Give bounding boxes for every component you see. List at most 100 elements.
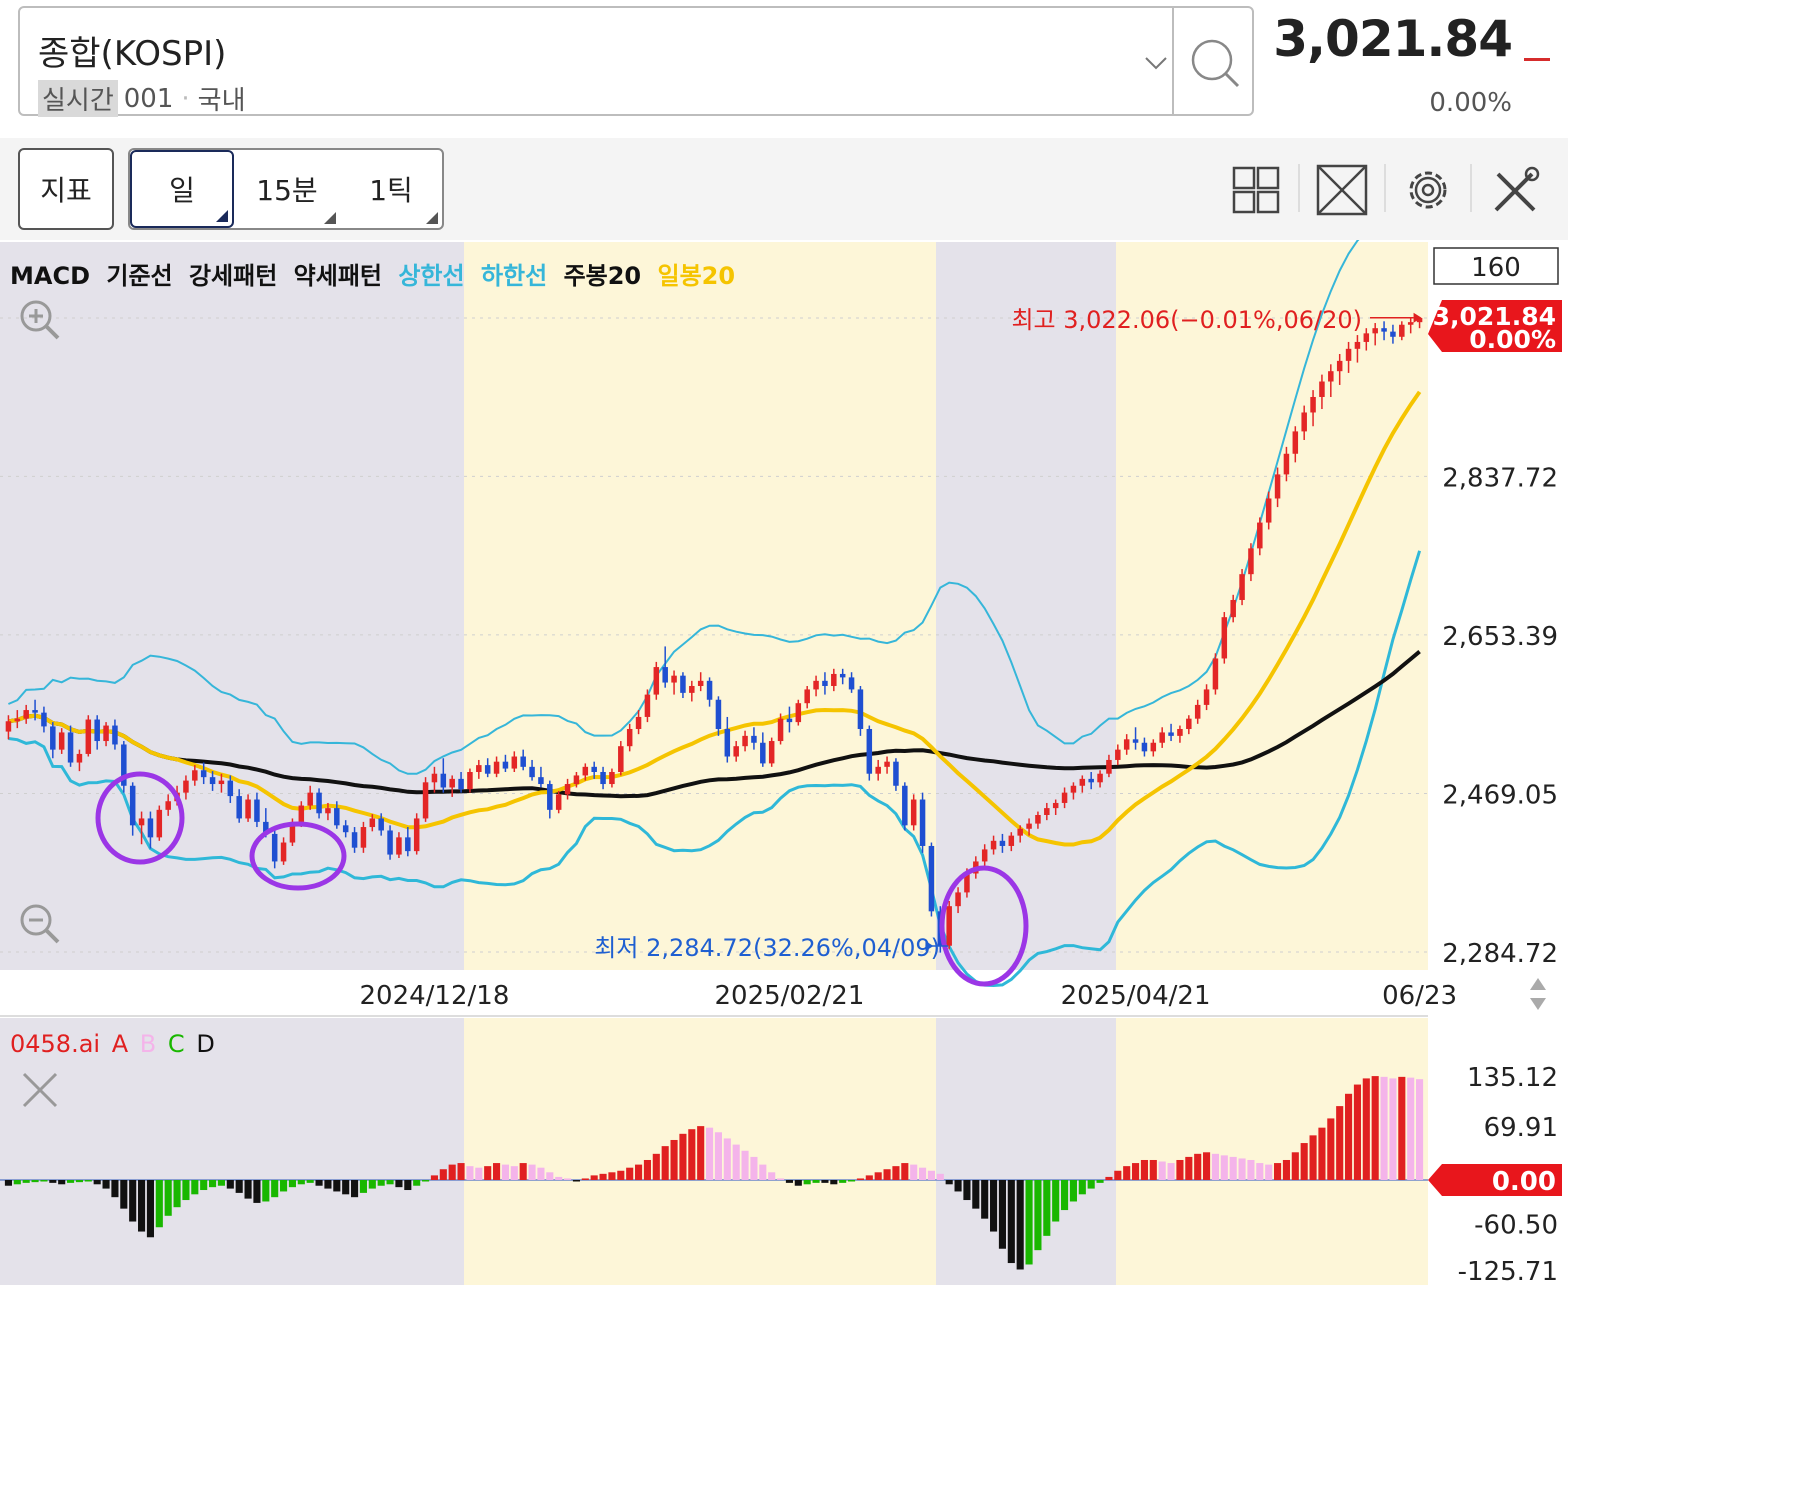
- symbol-name: 종합(KOSPI): [38, 34, 227, 74]
- x-tick-label: 2025/04/21: [1061, 981, 1211, 1011]
- histogram-bar: [138, 1180, 146, 1232]
- sub-y-tick-label: -125.71: [1458, 1257, 1558, 1285]
- chart-area[interactable]: 최고 3,022.06(−0.01%,06/20) 최저 2,284.72(32.…: [0, 240, 1568, 1285]
- candle: [369, 814, 376, 832]
- histogram-bar: [262, 1180, 270, 1202]
- histogram-bar: [599, 1173, 607, 1180]
- histogram-bar: [1043, 1180, 1051, 1236]
- legend-upper-band[interactable]: 상한선: [398, 262, 465, 290]
- chart-bg-period: [1116, 242, 1428, 970]
- histogram-bar: [1016, 1180, 1024, 1270]
- candle: [67, 725, 74, 767]
- realtime-badge: 실시간: [38, 80, 118, 117]
- histogram-bar: [93, 1180, 101, 1185]
- candle: [520, 749, 526, 771]
- timeframe-day[interactable]: 일: [130, 150, 234, 228]
- zoom-in-button[interactable]: [16, 296, 64, 344]
- candle-body: [1052, 802, 1059, 809]
- timeframe-15min[interactable]: 15분: [234, 150, 340, 228]
- legend-lower-band[interactable]: 하한선: [480, 262, 548, 290]
- indicator-button[interactable]: 지표: [18, 148, 114, 230]
- toolbar-divider: [1470, 164, 1472, 212]
- settings-button[interactable]: [1398, 160, 1458, 220]
- legend-macd[interactable]: MACD: [10, 262, 90, 290]
- histogram-bar: [537, 1167, 545, 1180]
- candle: [1186, 715, 1192, 735]
- candle-body: [1363, 333, 1370, 342]
- candle-body: [23, 710, 29, 719]
- histogram-bar: [768, 1172, 776, 1180]
- histogram-bar: [1123, 1166, 1131, 1180]
- candle-body: [112, 725, 118, 745]
- sub-legend-d[interactable]: D: [196, 1030, 215, 1058]
- histogram-bar: [306, 1180, 314, 1183]
- legend-bull-pattern[interactable]: 강세패턴: [188, 262, 278, 290]
- histogram-bar: [1247, 1159, 1255, 1180]
- zoom-out-button[interactable]: [16, 900, 64, 948]
- candle-body: [405, 837, 411, 852]
- legend-baseline[interactable]: 기준선: [106, 262, 173, 290]
- sub-legend-name[interactable]: 0458.ai: [10, 1030, 101, 1058]
- candle: [23, 704, 29, 724]
- candle-body: [1310, 396, 1316, 413]
- histogram-bar: [1265, 1164, 1273, 1180]
- candle-body: [768, 741, 775, 764]
- histogram-bar: [1256, 1163, 1264, 1180]
- tools-button[interactable]: [1486, 160, 1546, 220]
- histogram-bar: [244, 1180, 252, 1199]
- candle: [733, 741, 739, 762]
- close-indicator-button[interactable]: [16, 1066, 64, 1114]
- sub-legend-a[interactable]: A: [111, 1030, 129, 1058]
- low-annotation-label: 최저 2,284.72(32.26%,04/09): [594, 934, 940, 962]
- zoom-out-icon: [20, 904, 60, 944]
- candle: [538, 766, 544, 788]
- histogram-bar: [679, 1133, 687, 1180]
- candle: [511, 751, 518, 772]
- sub-legend-b[interactable]: B: [139, 1030, 157, 1058]
- histogram-bar: [40, 1180, 48, 1182]
- candle: [1159, 727, 1165, 748]
- candle-body: [76, 753, 83, 763]
- sep-dot: ·: [181, 83, 190, 114]
- histogram-bar: [4, 1180, 12, 1186]
- histogram-bar: [1025, 1180, 1033, 1265]
- candle: [777, 713, 784, 745]
- histogram-bar: [510, 1166, 518, 1180]
- candle-body: [183, 780, 189, 793]
- search-button[interactable]: [1172, 8, 1256, 114]
- candle: [476, 759, 482, 779]
- histogram-bar: [1078, 1180, 1086, 1195]
- histogram-bar: [528, 1164, 536, 1180]
- legend-bear-pattern[interactable]: 약세패턴: [293, 262, 382, 290]
- candle-body: [955, 892, 961, 907]
- candle: [360, 821, 367, 853]
- candle-body: [1159, 732, 1165, 743]
- histogram-bar: [883, 1169, 891, 1180]
- histogram-bar: [1398, 1076, 1406, 1180]
- histogram-bar: [1149, 1159, 1157, 1180]
- candle: [644, 689, 651, 723]
- candle: [715, 696, 722, 736]
- candle: [1319, 374, 1325, 410]
- timeframe-1tick[interactable]: 1틱: [340, 150, 442, 228]
- histogram-bar: [1211, 1153, 1219, 1180]
- sub-legend-c[interactable]: C: [167, 1030, 185, 1058]
- candle-body: [822, 680, 828, 686]
- histogram-bar: [1371, 1076, 1379, 1180]
- symbol-search-box[interactable]: 종합(KOSPI) 실시간 001 · 국내: [18, 6, 1256, 117]
- legend-weekly20[interactable]: 주봉20: [563, 262, 642, 290]
- candle: [1088, 771, 1094, 790]
- fullscreen-button[interactable]: [1312, 160, 1372, 220]
- candle-body: [573, 775, 580, 785]
- candle-body: [396, 837, 402, 855]
- candle: [813, 675, 819, 697]
- candle: [405, 827, 411, 857]
- candle: [1168, 723, 1174, 742]
- legend-daily20[interactable]: 일봉20: [657, 262, 736, 290]
- candle: [848, 672, 855, 693]
- candle: [1212, 653, 1219, 695]
- candle-body: [538, 777, 544, 785]
- layout-button[interactable]: [1226, 160, 1286, 220]
- candle-body: [635, 716, 642, 729]
- symbol-dropdown-button[interactable]: [1120, 8, 1190, 114]
